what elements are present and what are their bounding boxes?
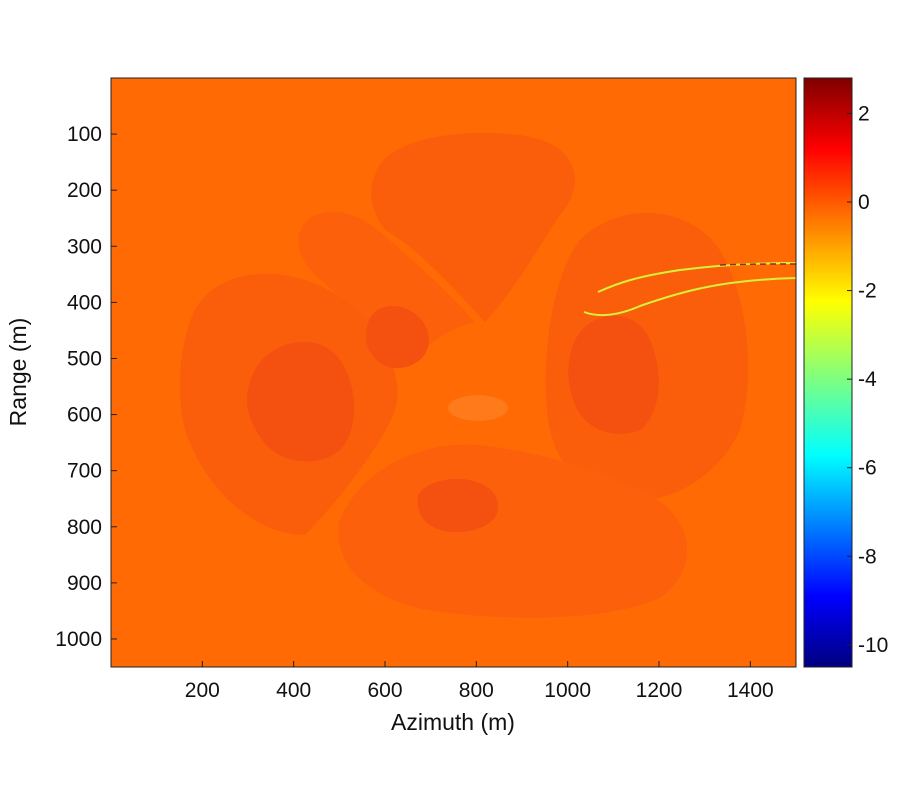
colorbar	[803, 77, 853, 668]
heatmap-region-left-upper-band	[298, 211, 475, 365]
y-axis-ticks: 100 200 300 400 500 600 700 800 900 1000	[55, 123, 117, 651]
heatmap-region-small-spot-lower-center	[417, 478, 499, 533]
x-tick-label: 600	[367, 679, 402, 702]
colorbar-ticks: 2 0 -2 -4 -6 -8 -10	[847, 102, 888, 657]
plot-frame	[110, 77, 797, 668]
y-tick-label: 100	[67, 123, 102, 146]
y-tick-label: 200	[67, 179, 102, 202]
y-tick-label: 1000	[55, 628, 102, 651]
y-axis-label: Range (m)	[5, 318, 31, 427]
colorbar-tick-label: -10	[858, 634, 888, 657]
colorbar-tick-label: 2	[858, 102, 870, 125]
y-tick-label: 500	[67, 347, 102, 370]
heatmap-region-right-lobe-core	[568, 315, 659, 434]
y-tick-label: 800	[67, 516, 102, 539]
y-tick-label: 400	[67, 291, 102, 314]
heatmap-streak-tail	[719, 263, 796, 266]
heatmap-region-center-spot	[448, 395, 508, 421]
x-tick-label: 1400	[727, 679, 774, 702]
x-axis-label: Azimuth (m)	[391, 709, 515, 735]
x-tick-label: 400	[276, 679, 311, 702]
colorbar-tick-label: 0	[858, 191, 870, 214]
x-tick-label: 200	[185, 679, 220, 702]
x-tick-label: 1200	[636, 679, 683, 702]
x-axis-ticks: 200 400 600 800 1000 1200 1400	[185, 661, 774, 702]
heatmap-region-left-lobe-core	[246, 341, 355, 462]
colorbar-tick-label: -8	[858, 545, 877, 568]
heatmap-region-small-spot-upper-left	[366, 305, 429, 369]
colorbar-tick-label: -4	[858, 368, 877, 391]
heatmap-streak-lower	[583, 277, 796, 317]
x-tick-label: 1000	[544, 679, 591, 702]
x-tick-label: 800	[459, 679, 494, 702]
y-tick-label: 900	[67, 572, 102, 595]
heatmap-region-top-lobe	[371, 132, 576, 322]
y-tick-label: 300	[67, 235, 102, 258]
colorbar-tick-label: -6	[858, 457, 877, 480]
colorbar-tick-label: -2	[858, 280, 877, 303]
y-tick-label: 700	[67, 460, 102, 483]
y-tick-label: 600	[67, 404, 102, 427]
heatmap-area	[111, 78, 796, 667]
